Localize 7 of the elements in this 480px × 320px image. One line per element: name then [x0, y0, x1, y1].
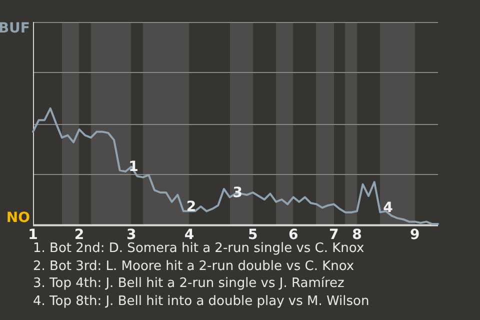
text: 2. Bot 3rd: L. Moore hit a 2-run double vs C. Knox [33, 258, 356, 275]
text: NO [6, 210, 30, 226]
text: 3. Top 4th: J. Bell hit a 2-run single vs J. Ramírez [33, 275, 346, 292]
text: BUF [0, 20, 30, 37]
annotation: 4 [383, 200, 394, 216]
x-tick-label: 9 [410, 227, 420, 244]
text: 4. Top 8th: J. Bell hit into a double play vs M. Wilson [33, 292, 370, 310]
